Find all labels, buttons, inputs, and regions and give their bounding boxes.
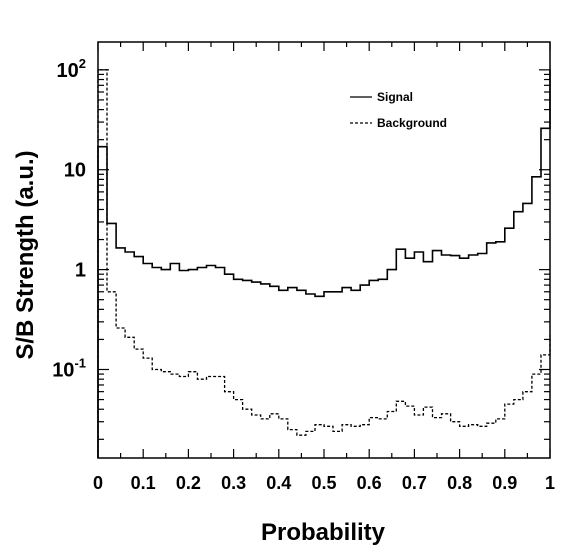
legend-background-label: Background <box>377 116 447 130</box>
x-tick-label: 0.7 <box>402 473 427 493</box>
series-signal-line <box>97 69 551 458</box>
x-tick-label: 0.8 <box>447 473 472 493</box>
y-tick-label: 1 <box>75 260 86 282</box>
y-tick-label: 10-1 <box>52 355 86 381</box>
x-tick-label: 0.3 <box>221 473 246 493</box>
x-tick-label: 0.1 <box>131 473 156 493</box>
series-lines <box>97 69 551 458</box>
axis-ticks <box>97 42 551 458</box>
x-tick-label: 0 <box>93 473 103 493</box>
x-tick-label: 0.2 <box>176 473 201 493</box>
x-tick-label: 0.6 <box>357 473 382 493</box>
y-tick-label: 10 <box>64 160 86 182</box>
legend-signal-label: Signal <box>377 90 413 104</box>
y-tick-label: 102 <box>57 56 86 82</box>
x-tick-label: 0.9 <box>492 473 517 493</box>
series-background-line <box>97 69 551 458</box>
plot-frame-rect <box>97 41 551 459</box>
x-axis-title: Probability <box>261 519 386 546</box>
x-tick-label: 0.4 <box>266 473 291 493</box>
legend: Signal Background <box>350 90 447 130</box>
x-tick-label: 0.5 <box>311 473 336 493</box>
x-tick-label: 1 <box>545 473 555 493</box>
plot-frame <box>97 41 551 459</box>
y-axis-title: S/B Strength (a.u.) <box>12 150 39 359</box>
y-tick-labels: 102 10 1 10-1 <box>52 56 86 382</box>
x-tick-labels: 0 0.1 0.2 0.3 0.4 0.5 0.6 0.7 0.8 0.9 1 <box>93 473 555 493</box>
